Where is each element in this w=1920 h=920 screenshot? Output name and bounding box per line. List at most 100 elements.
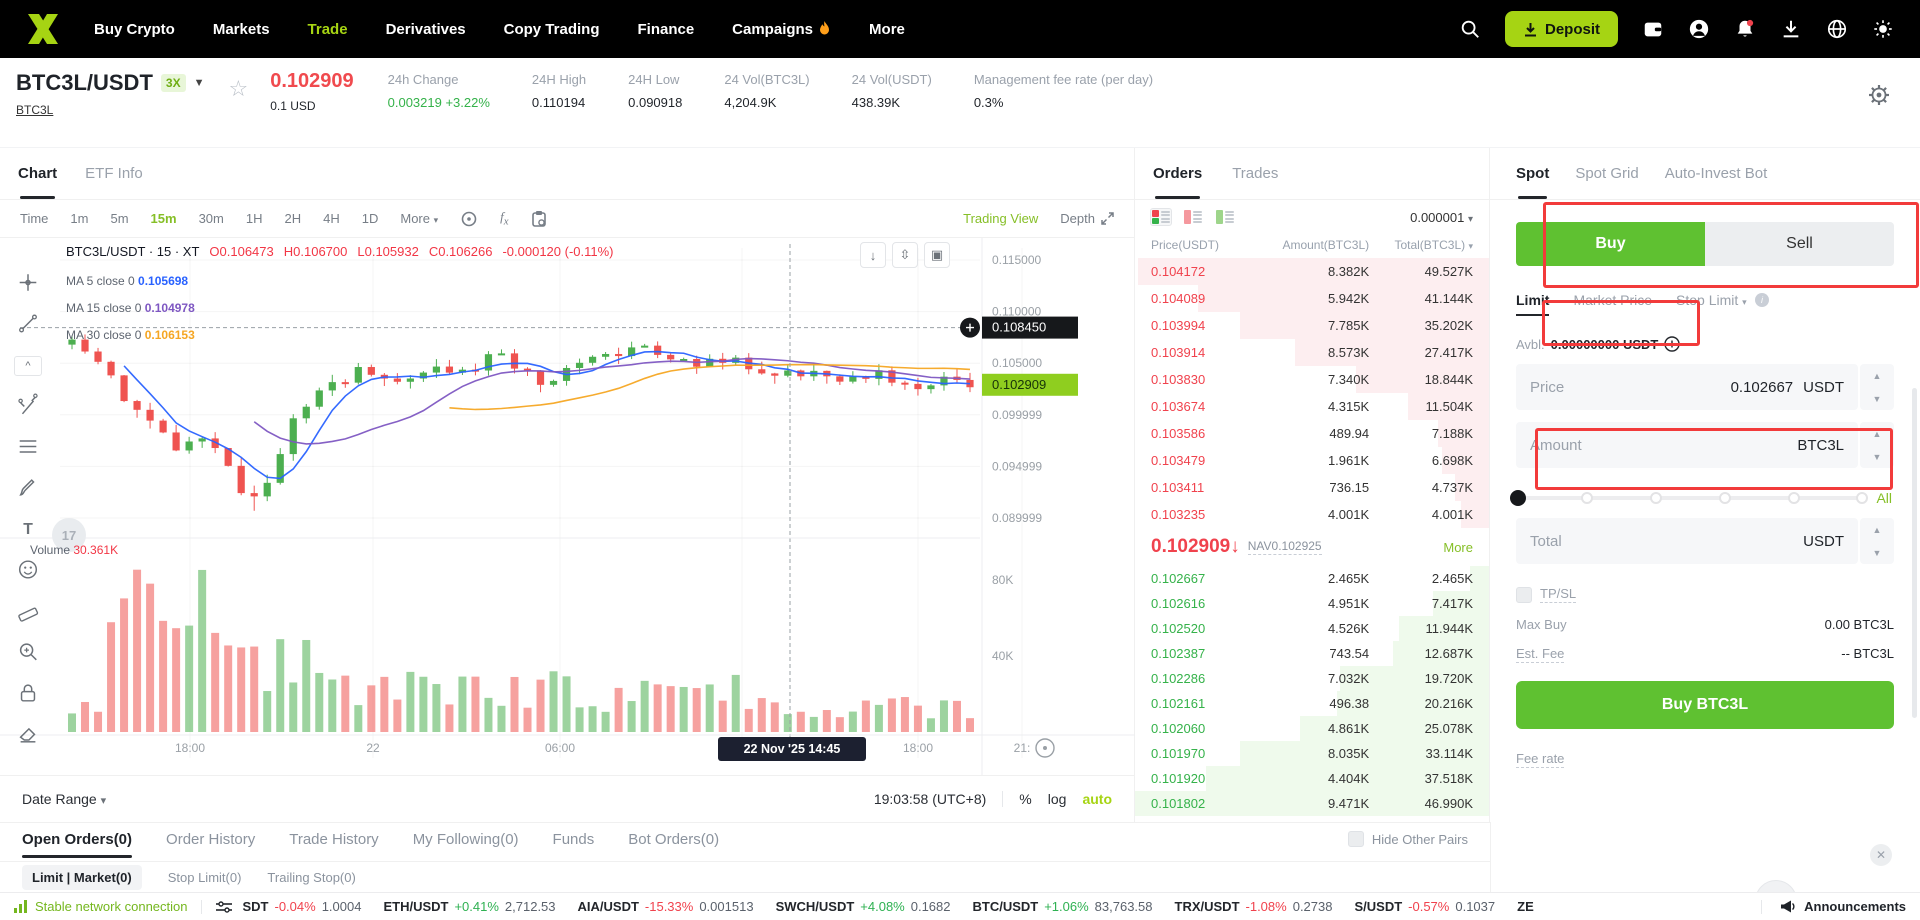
bottom-tab-open-orders-0[interactable]: Open Orders(0) [22,831,133,858]
ticker-s-usdt[interactable]: S/USDT -0.57% 0.1037 [1354,899,1496,914]
pitchfork-icon[interactable] [14,391,42,419]
bid-row[interactable]: 0.102060 4.861K 25.078K [1135,716,1489,741]
ticker-ze[interactable]: ZE [1517,899,1534,914]
subtab-stop-limit-0[interactable]: Stop Limit(0) [167,870,242,885]
bottom-tab-trade-history[interactable]: Trade History [289,831,379,848]
total-field[interactable]: Total USDT ▲ ▼ [1516,518,1894,564]
fee-rate-link[interactable]: Fee rate [1516,751,1565,768]
tab-etf-info[interactable]: ETF Info [85,165,143,182]
bid-row[interactable]: 0.102161 496.38 20.216K [1135,691,1489,716]
lock-icon[interactable] [14,678,42,706]
timeframe-2h[interactable]: 2H [284,211,302,226]
timeframe-4h[interactable]: 4H [323,211,340,226]
scroll-to-latest-button[interactable]: ↓ [860,242,886,268]
slider-dot-1[interactable] [1580,492,1593,504]
amount-step-up[interactable]: ▲ [1872,428,1882,439]
timeframe-1m[interactable]: 1m [70,211,89,226]
scale-log-toggle[interactable]: log [1047,791,1067,807]
crosshair-icon[interactable] [14,268,42,296]
order-type-market-price[interactable]: Market Price [1573,292,1653,308]
total-step-down[interactable]: ▼ [1872,547,1882,558]
panel-scrollbar[interactable] [1912,388,1917,718]
timeframe-more[interactable]: More ▾ [400,211,439,226]
slider-dot-5[interactable] [1856,492,1869,504]
settings-gear-icon[interactable] [1868,84,1890,106]
bid-row[interactable]: 0.101920 4.404K 37.518K [1135,766,1489,791]
bottom-tab-my-following-0[interactable]: My Following(0) [412,831,519,848]
nav-item-buy-crypto[interactable]: Buy Crypto [94,20,175,38]
scale-percent-toggle[interactable]: % [1019,791,1032,807]
buy-submit-button[interactable]: Buy BTC3L [1516,681,1894,729]
tpsl-checkbox[interactable] [1516,586,1532,603]
book-view-asks-icon[interactable] [1183,209,1203,225]
search-icon[interactable] [1459,18,1481,40]
ruler-icon[interactable] [14,596,42,624]
theme-icon[interactable] [1872,18,1894,40]
order-panel-icon[interactable] [531,210,547,228]
ticker-sdt[interactable]: SDT -0.04% 1.0004 [242,899,362,914]
ask-row[interactable]: 0.103586 489.94 7.188K [1135,420,1489,447]
orderbook-mid-price[interactable]: 0.102909↓ NAV0.102925 More [1151,536,1473,557]
amount-slider[interactable]: All [1510,490,1892,506]
fx-indicators-icon[interactable]: fx [500,209,509,228]
amount-field[interactable]: Amount BTC3L ▲ ▼ [1516,422,1894,468]
timeframe-1h[interactable]: 1H [245,211,263,226]
bid-row[interactable]: 0.102520 4.526K 11.944K [1135,616,1489,641]
precision-dropdown[interactable]: 0.000001 ▾ [1410,209,1473,225]
depth-toggle[interactable]: Depth [1060,211,1114,226]
scale-auto-toggle[interactable]: auto [1082,791,1112,807]
price-field[interactable]: Price 0.102667 USDT ▲ ▼ [1516,364,1894,410]
nav-item-markets[interactable]: Markets [212,20,270,38]
emoji-tool-icon[interactable] [14,555,42,583]
notifications-icon[interactable] [1734,18,1756,40]
ask-row[interactable]: 0.103674 4.315K 11.504K [1135,393,1489,420]
slider-all-label[interactable]: All [1876,490,1892,506]
bid-row[interactable]: 0.101802 9.471K 46.990K [1135,791,1489,816]
slider-dot-3[interactable] [1718,492,1731,504]
date-range-dropdown[interactable]: Date Range ▾ [22,791,107,807]
brush-icon[interactable] [14,473,42,501]
account-icon[interactable] [1688,18,1710,40]
ticker-swch-usdt[interactable]: SWCH/USDT +4.08% 0.1682 [775,899,951,914]
total-step-up[interactable]: ▲ [1872,524,1882,535]
eraser-icon[interactable] [14,719,42,747]
more-link[interactable]: More [1443,539,1473,555]
nav-item-trade[interactable]: Trade [307,20,348,38]
screenshot-button[interactable]: ▣ [924,242,950,268]
timeframe-1d[interactable]: 1D [361,211,379,226]
deposit-button[interactable]: Deposit [1504,11,1618,47]
chart-canvas[interactable]: 0.115000 0.110000 0.105000 0.099999 0.094999… [0,238,1135,775]
xt-logo-icon[interactable] [26,12,60,46]
subtab-trailing-stop-0[interactable]: Trailing Stop(0) [267,870,356,885]
chart-clock[interactable]: 19:03:58 (UTC+8) [873,791,987,807]
ask-row[interactable]: 0.103235 4.001K 4.001K [1135,501,1489,528]
order-type-stop-limit[interactable]: Stop Limit ▾ i [1676,292,1769,316]
collapse-panes-button[interactable]: ⇳ [892,242,918,268]
ask-row[interactable]: 0.103411 736.15 4.737K [1135,474,1489,501]
ask-row[interactable]: 0.104172 8.382K 49.527K [1135,258,1489,285]
ask-row[interactable]: 0.104089 5.942K 41.144K [1135,285,1489,312]
bid-row[interactable]: 0.101970 8.035K 33.114K [1135,741,1489,766]
bottom-tab-order-history[interactable]: Order History [166,831,256,848]
amount-step-down[interactable]: ▼ [1872,451,1882,462]
order-type-limit[interactable]: Limit [1516,292,1550,316]
fib-tool-icon[interactable] [14,432,42,460]
base-asset-link[interactable]: BTC3L [16,103,54,117]
ticker-btc-usdt[interactable]: BTC/USDT +1.06% 83,763.58 [972,899,1153,914]
slider-dot-2[interactable] [1649,492,1662,504]
indicator-target-icon[interactable] [460,210,478,228]
book-view-both-icon[interactable] [1150,208,1172,226]
ticker-aia-usdt[interactable]: AIA/USDT -15.33% 0.001513 [577,899,754,914]
slider-dot-4[interactable] [1787,492,1800,504]
tab-trades[interactable]: Trades [1232,165,1279,182]
bid-row[interactable]: 0.102616 4.951K 7.417K [1135,591,1489,616]
hide-other-pairs[interactable]: Hide Other Pairs [1347,831,1468,847]
tab-spot-grid[interactable]: Spot Grid [1575,165,1639,182]
nav-item-finance[interactable]: Finance [637,20,695,38]
price-step-down[interactable]: ▼ [1872,393,1882,404]
candlestick-chart[interactable]: 0.115000 0.110000 0.105000 0.099999 0.094999… [0,238,1135,775]
nav-item-campaigns[interactable]: Campaigns [732,21,831,38]
timeframe-time[interactable]: Time [20,211,49,226]
timeframe-5m[interactable]: 5m [110,211,129,226]
hide-other-pairs-checkbox[interactable] [1347,831,1364,847]
